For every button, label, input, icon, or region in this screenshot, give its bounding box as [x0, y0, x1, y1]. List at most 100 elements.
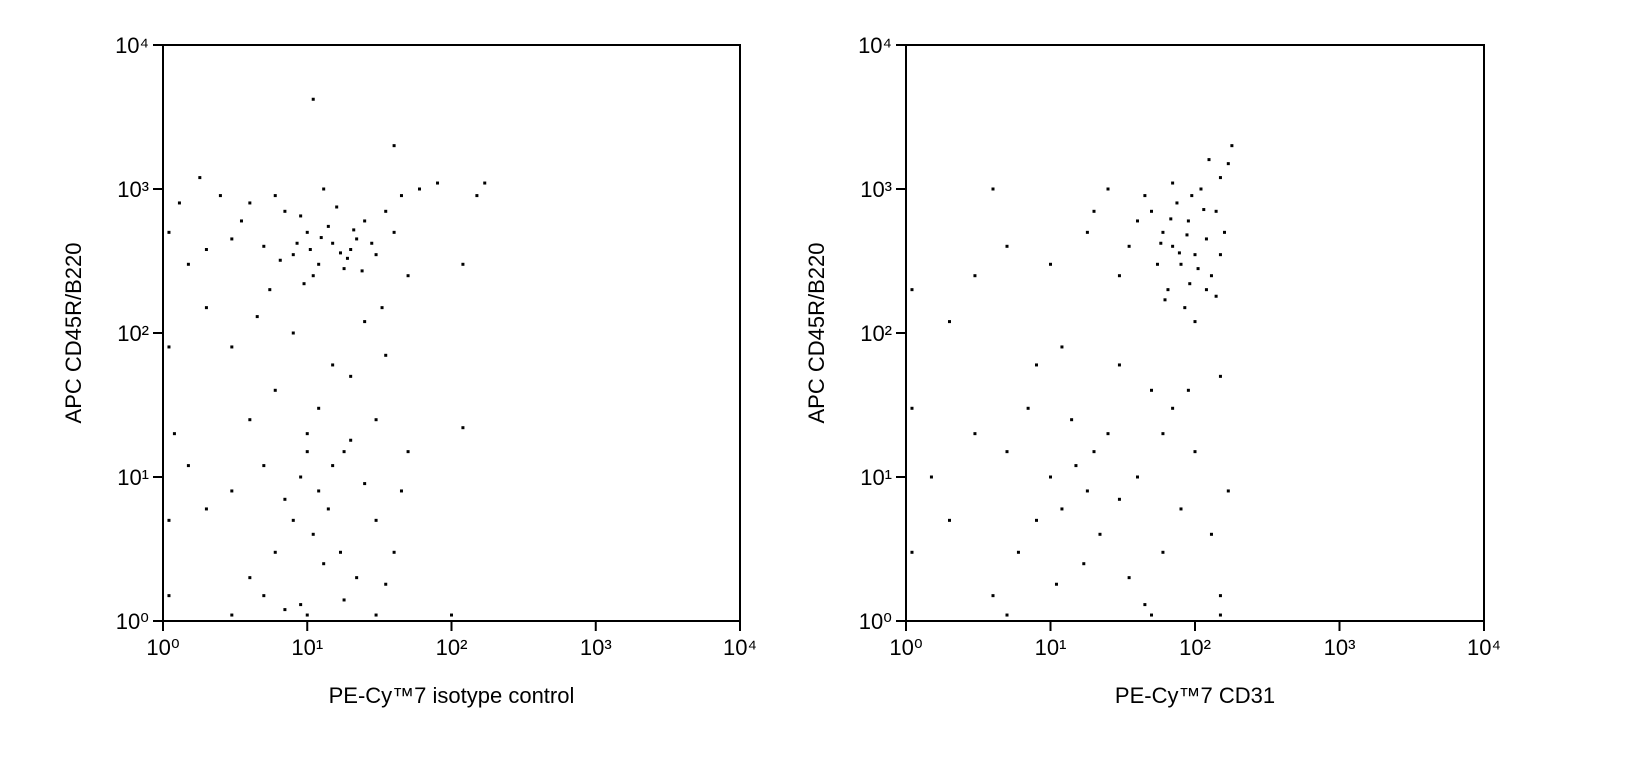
- dot: [1135, 475, 1139, 479]
- dot: [370, 241, 374, 245]
- dot: [1214, 209, 1218, 213]
- dot: [278, 258, 282, 262]
- dot: [1185, 233, 1189, 237]
- x-tick-label: 10⁰: [889, 635, 922, 660]
- dot: [1082, 562, 1086, 566]
- dot: [1171, 181, 1175, 185]
- dot: [475, 194, 479, 198]
- y-tick-label: 10¹: [860, 465, 892, 490]
- dot: [248, 201, 252, 205]
- dot: [299, 475, 303, 479]
- plot-frame: [905, 44, 1485, 622]
- dot: [230, 345, 234, 349]
- dot: [406, 450, 410, 454]
- dot: [1169, 217, 1173, 221]
- dot: [335, 205, 339, 209]
- y-tick-label: 10⁰: [859, 609, 892, 634]
- dot: [1226, 489, 1230, 493]
- dot: [1060, 345, 1064, 349]
- dot: [1074, 464, 1078, 468]
- dot: [374, 253, 378, 257]
- dot: [1204, 237, 1208, 241]
- dot: [461, 426, 465, 430]
- dot: [1098, 532, 1102, 536]
- dot: [291, 331, 295, 335]
- dot: [1188, 282, 1192, 286]
- dot: [198, 176, 202, 180]
- dot: [1150, 388, 1154, 392]
- dot: [262, 464, 266, 468]
- dot: [1222, 230, 1226, 234]
- dot: [360, 269, 364, 273]
- dot: [255, 315, 259, 319]
- y-axis-label: APC CD45R/B220: [61, 243, 86, 424]
- dot: [349, 438, 353, 442]
- dot: [248, 576, 252, 580]
- dot: [929, 475, 933, 479]
- dot: [326, 224, 330, 228]
- dot: [910, 406, 914, 410]
- dot: [1143, 603, 1147, 607]
- dot: [204, 507, 208, 511]
- dot: [186, 262, 190, 266]
- dot: [322, 187, 326, 191]
- dot: [1054, 582, 1058, 586]
- dot: [331, 241, 335, 245]
- x-tick-label: 10⁰: [146, 635, 179, 660]
- dot: [186, 464, 190, 468]
- dot: [380, 306, 384, 310]
- dot: [1202, 208, 1206, 212]
- dot: [1016, 550, 1020, 554]
- dot: [461, 262, 465, 266]
- dot: [1163, 298, 1167, 302]
- dot: [349, 374, 353, 378]
- dot: [326, 507, 330, 511]
- dot: [1155, 262, 1159, 266]
- dot: [374, 518, 378, 522]
- dot: [1177, 251, 1181, 255]
- dot: [305, 230, 309, 234]
- y-axis-label: APC CD45R/B220: [804, 243, 829, 424]
- dot: [973, 274, 977, 278]
- dot: [910, 550, 914, 554]
- dot: [331, 363, 335, 367]
- dot: [1161, 550, 1165, 554]
- dot: [167, 518, 171, 522]
- dot: [345, 256, 349, 260]
- dot: [299, 603, 303, 607]
- x-tick-label: 10¹: [291, 635, 323, 660]
- dot: [1150, 209, 1154, 213]
- dot: [1161, 230, 1165, 234]
- dot: [239, 219, 243, 223]
- dot: [991, 594, 995, 598]
- dot: [1161, 432, 1165, 436]
- dot: [1085, 230, 1089, 234]
- dot: [355, 237, 359, 241]
- x-axis-label: PE-Cy™7 isotype control: [329, 683, 575, 708]
- dot: [167, 345, 171, 349]
- y-tick-label: 10¹: [117, 465, 149, 490]
- plot-frame: [162, 44, 741, 622]
- dot: [1143, 194, 1147, 198]
- x-tick-label: 10³: [1324, 635, 1356, 660]
- dot: [1179, 262, 1183, 266]
- dot: [338, 251, 342, 255]
- dot: [230, 237, 234, 241]
- dot: [311, 532, 315, 536]
- dot: [262, 244, 266, 248]
- dot: [248, 418, 252, 422]
- dot: [1193, 320, 1197, 324]
- dot: [1193, 450, 1197, 454]
- x-tick-label: 10⁴: [723, 635, 757, 660]
- dot: [204, 248, 208, 252]
- dot: [450, 613, 453, 617]
- dot: [1070, 418, 1074, 422]
- dot: [991, 187, 995, 191]
- dot: [1127, 244, 1131, 248]
- dot: [1207, 158, 1211, 162]
- dot: [262, 594, 266, 598]
- dot: [1183, 306, 1187, 310]
- dot: [910, 288, 914, 292]
- dot: [352, 228, 356, 232]
- dot: [1218, 594, 1222, 598]
